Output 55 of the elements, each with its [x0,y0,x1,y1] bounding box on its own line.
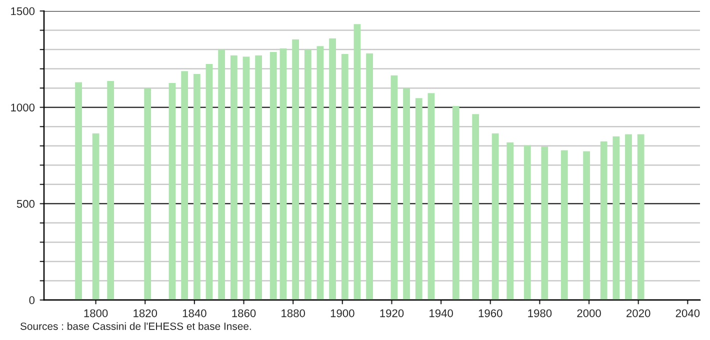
bar [292,39,299,300]
bar [625,134,632,300]
y-tick-label: 1500 [11,7,35,16]
bar [144,88,152,300]
bar [304,49,312,300]
x-tick-label: 1920 [380,309,404,318]
bar [107,80,114,300]
y-tick-label: 0 [29,296,35,304]
bar [366,53,373,300]
bar [230,55,238,300]
x-tick-label: 1980 [528,309,552,318]
x-tick-label: 1940 [430,309,453,318]
x-tick-label: 1800 [84,309,108,318]
bar [492,133,499,300]
bar [415,98,422,300]
x-tick-label: 1960 [478,309,502,318]
bar [452,106,460,300]
bar [242,56,250,300]
x-tick-label: 2040 [676,309,700,318]
x-tick-label: 2000 [577,309,601,318]
bar [354,24,361,300]
bar [524,145,531,300]
bar [181,71,188,300]
bar [583,151,590,300]
x-tick-label: 1900 [330,309,354,318]
x-tick-label: 1860 [232,309,256,318]
bar [255,55,262,300]
bar [560,150,568,300]
source-note: Sources : base Cassini de l'EHESS et base Insee. [20,322,251,330]
bar [403,88,410,300]
bar [206,64,213,300]
bar [92,133,100,300]
bar [472,114,480,300]
bar [541,146,548,300]
bar [316,46,324,300]
bar [280,48,287,300]
bar [341,54,348,300]
bar [270,52,277,300]
bar [428,93,435,300]
x-tick-label: 1820 [134,309,158,318]
bar [612,136,620,300]
y-tick-label: 500 [16,200,35,208]
x-tick-label: 1840 [182,309,206,318]
bar [75,82,82,300]
bar [390,75,398,300]
bar [329,38,336,300]
bar [600,141,608,300]
bar [193,74,200,300]
bar [506,142,514,300]
bar [637,134,644,300]
y-tick-label: 1000 [11,104,35,112]
x-tick-label: 2020 [626,309,650,318]
bar [168,83,176,300]
bar [218,49,226,300]
x-tick-label: 1880 [282,309,306,318]
